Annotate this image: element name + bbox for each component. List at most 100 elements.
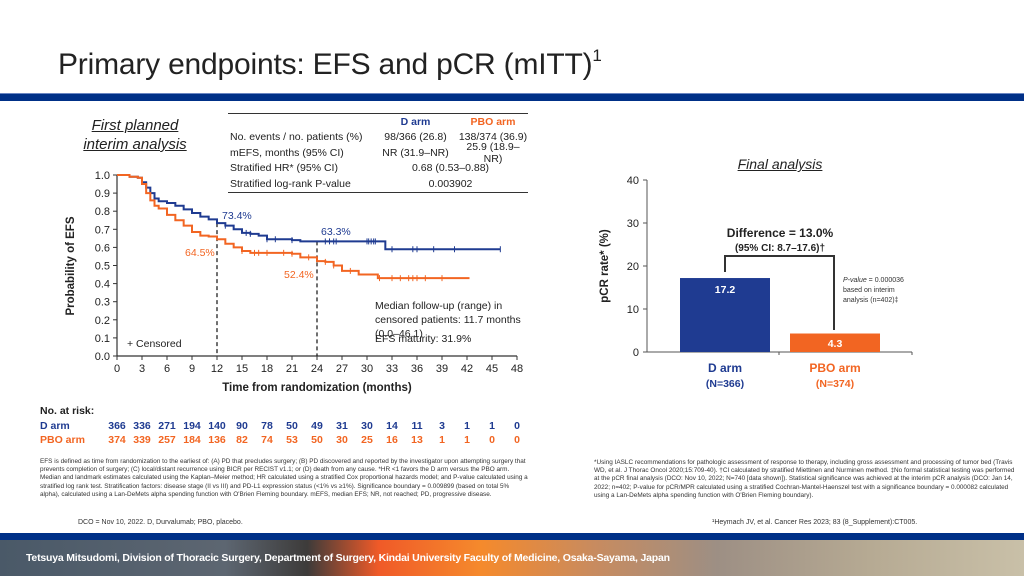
km-x-tick-label: 45: [486, 363, 498, 375]
km-x-tick-label: 6: [164, 363, 170, 375]
at-risk-count: 0: [489, 434, 495, 446]
at-risk-count: 25: [361, 434, 373, 446]
at-risk-count: 74: [261, 434, 273, 446]
km-followup-note: Median follow-up (range) in censored pat…: [375, 300, 521, 340]
pcr-category-label-pbo-arm: PBO arm: [809, 361, 860, 375]
title-divider: [0, 93, 1024, 101]
km-x-tick-label: 3: [139, 363, 145, 375]
km-x-tick-label: 9: [189, 363, 195, 375]
km-y-tick-label: 0.9: [95, 188, 110, 200]
at-risk-count: 366: [108, 420, 126, 432]
pcr-y-tick-label: 20: [627, 261, 639, 273]
at-risk-count: 339: [133, 434, 151, 446]
at-risk-pbo-label: PBO arm: [40, 434, 85, 446]
km-maturity-note: EFS maturity: 31.9%: [375, 333, 472, 345]
cell-pbo: 138/374 (36.9): [458, 131, 528, 144]
footer-banner: [0, 540, 1024, 576]
pcr-pvalue-line2: based on interim: [843, 287, 895, 294]
km-y-tick-label: 1.0: [95, 170, 110, 182]
km-y-tick-label: 0.1: [95, 333, 110, 345]
pcr-bar-d-arm: [680, 278, 770, 352]
row-label: Stratified log-rank P-value: [230, 177, 351, 190]
pcr-bar-chart: 0 10 20 30 40 17.2 D arm (N=366) 4.3 PBO arm (N=3…: [599, 175, 913, 390]
at-risk-count: 82: [236, 434, 248, 446]
pcr-pvalue-line3: analysis (n=402)‡: [843, 297, 899, 304]
at-risk-count: 184: [183, 434, 201, 446]
km-y-tick-label: 0.2: [95, 315, 110, 327]
difference-bracket: [724, 255, 835, 330]
at-risk-count: 3: [439, 420, 445, 432]
at-risk-count: 78: [261, 420, 273, 432]
pcr-y-axis-label: pCR rate* (%): [599, 229, 611, 303]
km-y-axis-label: Probability of EFS: [65, 216, 77, 315]
at-risk-count: 0: [514, 434, 520, 446]
at-risk-count: 53: [286, 434, 298, 446]
pcr-category-n-pbo-arm: (N=374): [816, 378, 854, 390]
dco-note: DCO = Nov 10, 2022. D, Durvalumab; PBO, …: [78, 519, 243, 526]
km-x-tick-label: 21: [286, 363, 298, 375]
km-y-tick-label: 0.4: [95, 279, 110, 291]
table-header-row: D arm PBO arm: [228, 114, 528, 130]
pcr-y-tick-label: 40: [627, 175, 639, 187]
slide-title-text: Primary endpoints: EFS and pCR (mITT): [58, 48, 593, 81]
at-risk-count: 1: [464, 434, 470, 446]
footer-rule: [0, 533, 1024, 540]
cell-span: 0.68 (0.53–0.88): [411, 162, 490, 175]
km-annotation-pbo-24mo: 52.4%: [284, 269, 314, 281]
pcr-pvalue-line1: P-value = 0.000036: [843, 277, 904, 284]
at-risk-count: 336: [133, 420, 151, 432]
at-risk-count: 257: [158, 434, 176, 446]
pvalue-value: = 0.000036: [867, 277, 904, 284]
efs-subhead-line2: interim analysis: [83, 136, 187, 153]
pcr-y-tick-label: 0: [633, 347, 639, 359]
km-x-tick-label: 15: [236, 363, 248, 375]
reference-citation: ¹Heymach JV, et al. Cancer Res 2023; 83 …: [712, 519, 918, 526]
at-risk-count: 14: [386, 420, 398, 432]
at-risk-count: 30: [336, 434, 348, 446]
at-risk-count: 50: [286, 420, 298, 432]
pcr-footnote: *Using IASLC recommendations for patholo…: [594, 459, 1015, 499]
at-risk-count: 90: [236, 420, 248, 432]
km-annotation-d-12mo: 73.4%: [222, 210, 252, 222]
at-risk-count: 1: [489, 420, 495, 432]
at-risk-count: 13: [411, 434, 423, 446]
col-header-d-arm: D arm: [400, 115, 431, 128]
km-curve-d-arm: [117, 174, 501, 251]
pcr-category-n-d-arm: (N=366): [706, 378, 744, 390]
at-risk-count: 1: [439, 434, 445, 446]
efs-km-chart: 0.00.10.20.30.40.50.60.70.80.91.00 3 6 9 12 1…: [65, 170, 523, 394]
row-label: Stratified HR* (95% CI): [230, 162, 338, 175]
at-risk-count: 16: [386, 434, 398, 446]
km-x-tick-label: 0: [114, 363, 120, 375]
at-risk-count: 136: [208, 434, 226, 446]
cell-d: 98/366 (26.8): [384, 131, 447, 144]
efs-subhead: First planned interim analysis: [80, 116, 190, 154]
at-risk-count: 0: [514, 420, 520, 432]
at-risk-count: 50: [311, 434, 323, 446]
efs-stats-table: D arm PBO arm No. events / no. patients …: [228, 113, 528, 193]
km-x-tick-label: 42: [461, 363, 473, 375]
km-x-axis-label: Time from randomization (months): [222, 382, 412, 394]
at-risk-count: 194: [183, 420, 201, 432]
at-risk-count: 271: [158, 420, 176, 432]
km-y-tick-label: 0.5: [95, 261, 110, 273]
table-row: mEFS, months (95% CI) NR (31.9–NR) 25.9 …: [228, 141, 528, 165]
at-risk-count: 49: [311, 420, 323, 432]
km-x-tick-label: 27: [336, 363, 348, 375]
km-y-tick-label: 0.6: [95, 242, 110, 254]
km-x-tick-label: 36: [411, 363, 423, 375]
at-risk-count: 30: [361, 420, 373, 432]
km-legend-censored: + Censored: [127, 338, 182, 350]
table-row: Stratified HR* (95% CI) 0.68 (0.53–0.88): [228, 161, 528, 177]
km-y-tick-label: 0.0: [95, 351, 110, 363]
pcr-bar-pbo-arm: [790, 333, 880, 352]
km-x-tick-label: 39: [436, 363, 448, 375]
at-risk-count: 140: [208, 420, 226, 432]
cell-pbo: 25.9 (18.9–NR): [466, 140, 520, 165]
km-x-tick-label: 33: [386, 363, 398, 375]
at-risk-count: 11: [411, 420, 423, 432]
pcr-y-tick-label: 30: [627, 218, 639, 230]
km-x-tick-label: 12: [211, 363, 223, 375]
cell-d: NR (31.9–NR): [382, 146, 449, 159]
km-annotation-pbo-12mo: 64.5%: [185, 247, 215, 259]
